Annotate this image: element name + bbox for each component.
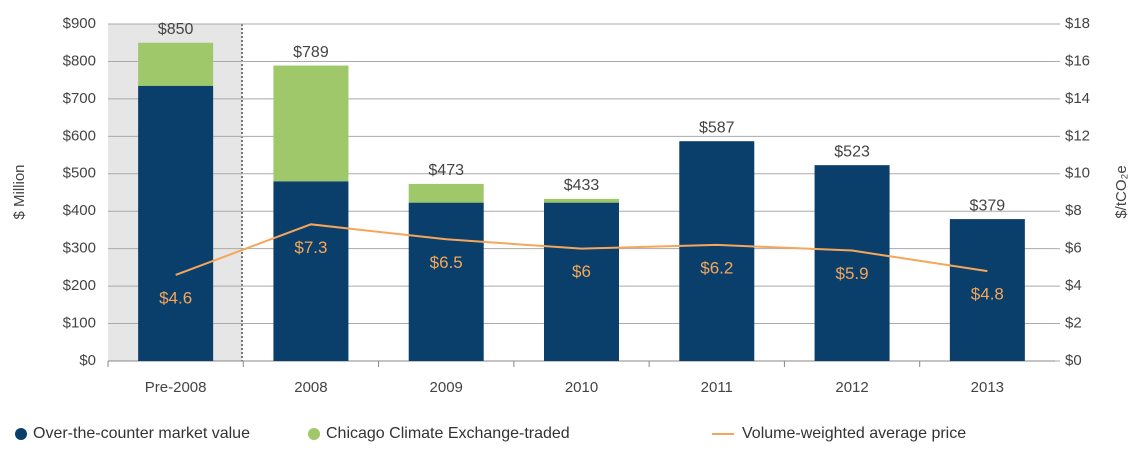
bar [273,65,349,182]
x-tick-label: Pre-2008 [145,379,207,396]
y2-tick-label: $6 [1065,240,1082,257]
total-label: $850 [158,21,194,38]
bar [544,202,619,361]
line-value-label: $4.8 [971,285,1004,304]
total-label: $587 [699,119,735,136]
legend-label: Over-the-counter market value [33,425,250,442]
line-value-label: $6.2 [700,258,733,277]
bar [949,219,1025,361]
total-label: $523 [834,143,870,160]
total-label: $473 [428,162,464,179]
legend-label: Volume-weighted average price [742,425,966,442]
y-tick-label: $800 [63,52,96,69]
bar [138,42,214,86]
y-tick-label: $0 [79,352,96,369]
line-value-label: $7.3 [294,238,327,257]
x-tick-label: 2012 [835,379,868,396]
y2-axis-label: $/tCO₂e [1113,165,1130,218]
line-value-label: $6.5 [430,253,463,272]
x-tick-label: 2013 [971,379,1004,396]
bar [273,181,349,361]
y-tick-label: $400 [63,202,96,219]
y-tick-label: $300 [63,240,96,257]
bar [138,85,214,362]
y-tick-label: $200 [63,277,96,294]
y-tick-label: $600 [63,127,96,144]
x-tick-label: 2009 [430,379,463,396]
bar [814,165,890,361]
line-value-label: $6 [572,262,591,281]
total-label: $433 [564,177,600,194]
legend-swatch [308,428,320,440]
bar [408,202,484,361]
line-value-label: $5.9 [836,264,869,283]
y-tick-label: $100 [63,315,96,332]
y-tick-label: $700 [63,90,96,107]
y-axis-label: $ Million [11,164,28,219]
x-tick-label: 2008 [294,379,327,396]
y2-tick-label: $10 [1065,165,1090,182]
bar [679,141,755,361]
total-label: $789 [293,44,329,61]
y2-tick-label: $0 [1065,352,1082,369]
bar [408,183,484,203]
total-label: $379 [970,197,1006,214]
y2-tick-label: $18 [1065,15,1090,32]
y2-tick-label: $16 [1065,52,1090,69]
y-tick-label: $500 [63,165,96,182]
y2-tick-label: $14 [1065,90,1090,107]
y2-tick-label: $8 [1065,202,1082,219]
bar [544,198,619,203]
legend-label: Chicago Climate Exchange-traded [326,425,570,442]
x-tick-label: 2010 [565,379,598,396]
x-tick-label: 2011 [701,379,733,396]
y2-tick-label: $12 [1065,127,1090,144]
y2-tick-label: $2 [1065,315,1082,332]
y2-tick-label: $4 [1065,277,1082,294]
line [175,223,988,276]
legend-swatch [15,428,27,440]
y-tick-label: $900 [63,15,96,32]
line-value-label: $4.6 [159,288,192,307]
